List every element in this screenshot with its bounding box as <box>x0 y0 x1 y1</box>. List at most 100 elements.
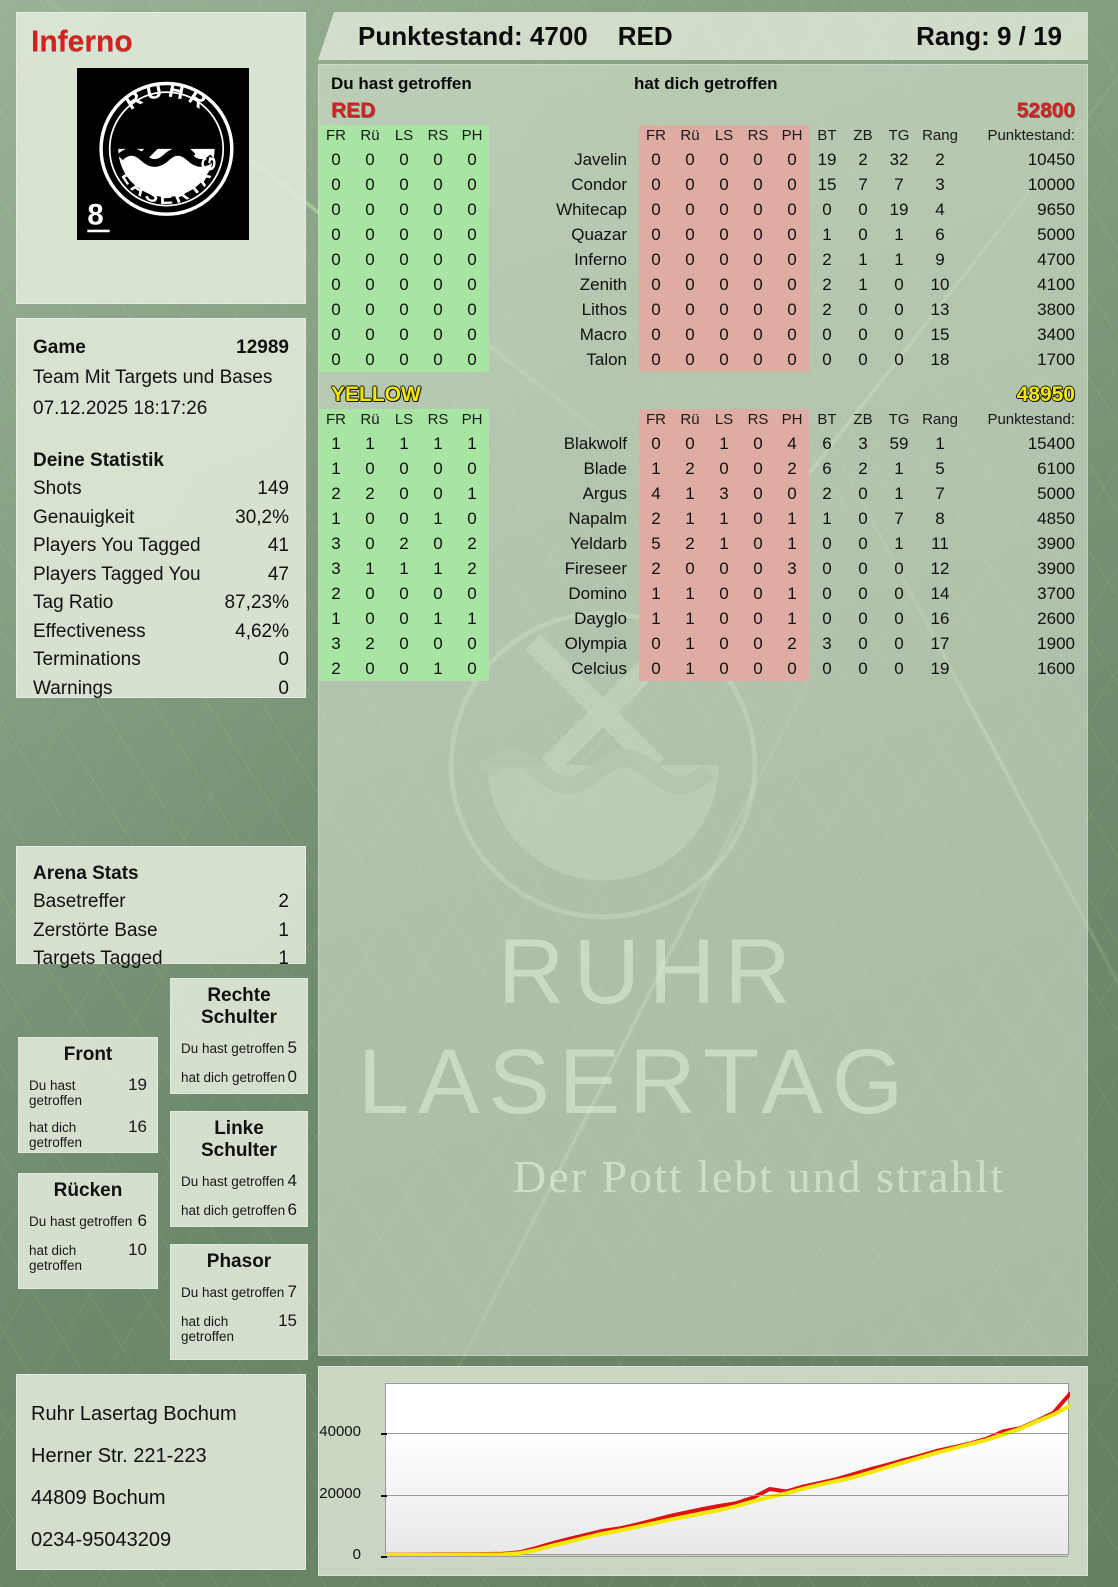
cell-player-name: Whitecap <box>556 199 627 219</box>
cell-got-tagged: 1 <box>639 581 673 607</box>
table-row[interactable]: 2 0 0 1 0 Celcius 0 1 0 0 0 0 0 0 19 1600 <box>319 656 1087 682</box>
cell-got-tagged: 0 <box>775 656 809 682</box>
cell-tagged: 0 <box>455 456 489 482</box>
cell-tg: 1 <box>894 483 904 503</box>
cell-tagged: 0 <box>353 147 387 172</box>
cell-got-tagged: 0 <box>741 297 775 322</box>
cell-tagged: 3 <box>319 631 353 657</box>
zone-stat-value: 5 <box>287 1038 297 1057</box>
cell-got-tagged: 1 <box>673 581 707 607</box>
table-row[interactable]: 0 0 0 0 0 Talon 0 0 0 0 0 0 0 0 18 1700 <box>319 347 1087 372</box>
col-header-tagged-LS: LS <box>387 409 421 432</box>
col-header-tagged-RS: RS <box>421 409 455 432</box>
arena-stat-row: Targets Tagged 1 <box>33 945 289 974</box>
cell-got-tagged: 0 <box>707 581 741 607</box>
cell-tagged: 0 <box>387 147 421 172</box>
arena-stat-value: 1 <box>278 948 289 969</box>
col-header-points: Punktestand: <box>987 127 1075 144</box>
table-row[interactable]: 0 0 0 0 0 Condor 0 0 0 0 0 15 7 7 3 10000 <box>319 172 1087 197</box>
cell-tagged: 3 <box>319 531 353 557</box>
cell-zb: 2 <box>858 458 868 478</box>
cell-tagged: 0 <box>455 222 489 247</box>
table-row[interactable]: 1 0 0 0 0 Blade 1 2 0 0 2 6 2 1 5 6100 <box>319 456 1087 482</box>
cell-got-tagged: 0 <box>707 347 741 372</box>
cell-points: 2600 <box>1037 608 1075 628</box>
cell-tagged: 0 <box>455 247 489 272</box>
cell-tagged: 0 <box>387 197 421 222</box>
table-row[interactable]: 0 0 0 0 0 Macro 0 0 0 0 0 0 0 0 15 3400 <box>319 322 1087 347</box>
table-row[interactable]: 0 0 0 0 0 Inferno 0 0 0 0 0 2 1 1 9 4700 <box>319 247 1087 272</box>
table-row[interactable]: 3 2 0 0 0 Olympia 0 1 0 0 2 3 0 0 17 1900 <box>319 631 1087 657</box>
cell-tagged: 0 <box>319 197 353 222</box>
cell-got-tagged: 0 <box>741 147 775 172</box>
cell-player-name: Olympia <box>564 633 627 653</box>
chart-gridline <box>386 1494 1068 1496</box>
cell-got-tagged: 0 <box>775 247 809 272</box>
table-row[interactable]: 2 2 0 0 1 Argus 4 1 3 0 0 2 0 1 7 5000 <box>319 481 1087 507</box>
cell-points: 3400 <box>1037 324 1075 344</box>
cell-got-tagged: 0 <box>707 297 741 322</box>
cell-zb: 2 <box>858 149 868 169</box>
ruhr-lasertag-logo-icon: RUHR LASERTAG 8 <box>77 68 249 240</box>
zone-stat-label: Du hast getroffen <box>181 1041 285 1056</box>
cell-got-tagged: 0 <box>707 172 741 197</box>
cell-got-tagged: 0 <box>741 456 775 482</box>
cell-got-tagged: 1 <box>639 456 673 482</box>
cell-got-tagged: 0 <box>741 272 775 297</box>
table-row[interactable]: 0 0 0 0 0 Zenith 0 0 0 0 0 2 1 0 10 4100 <box>319 272 1087 297</box>
cell-got-tagged: 1 <box>707 531 741 557</box>
cell-tagged: 0 <box>319 172 353 197</box>
stat-value: 0 <box>278 677 289 699</box>
cell-got-tagged: 0 <box>707 222 741 247</box>
cell-tagged: 2 <box>353 481 387 507</box>
cell-tagged: 0 <box>353 456 387 482</box>
cell-bt: 2 <box>822 249 832 269</box>
score-progression-chart-panel: 0 20000 40000 <box>318 1366 1088 1576</box>
table-row[interactable]: 0 0 0 0 0 Javelin 0 0 0 0 0 19 2 32 2 10450 <box>319 147 1087 172</box>
cell-tagged: 0 <box>421 247 455 272</box>
cell-got-tagged: 3 <box>707 481 741 507</box>
cell-got-tagged: 0 <box>775 322 809 347</box>
cell-zb: 7 <box>858 174 868 194</box>
table-row[interactable]: 0 0 0 0 0 Lithos 0 0 0 0 0 2 0 0 13 3800 <box>319 297 1087 322</box>
player-logo: RUHR LASERTAG 8 <box>77 68 249 240</box>
cell-got-tagged: 0 <box>707 631 741 657</box>
table-row[interactable]: 3 1 1 1 2 Fireseer 2 0 0 0 3 0 0 0 12 3900 <box>319 556 1087 582</box>
cell-got-tagged: 0 <box>741 431 775 457</box>
table-row[interactable]: 1 1 1 1 1 Blakwolf 0 0 1 0 4 6 3 59 1 15400 <box>319 431 1087 457</box>
cell-tagged: 2 <box>319 656 353 682</box>
cell-bt: 3 <box>822 633 832 653</box>
table-row[interactable]: 1 0 0 1 0 Napalm 2 1 1 0 1 1 0 7 8 4850 <box>319 506 1087 532</box>
scoreboard-panel: Du hast getroffen hat dich getroffen RED… <box>318 64 1088 1356</box>
cell-bt: 0 <box>822 324 832 344</box>
cell-got-tagged: 1 <box>673 606 707 632</box>
stat-row: Genauigkeit 30,2% <box>33 504 289 533</box>
zone-stat-row: hat dich getroffen 16 <box>29 1117 147 1150</box>
stat-row: Warnings 0 <box>33 675 289 704</box>
cell-bt: 0 <box>822 608 832 628</box>
cell-tagged: 0 <box>421 172 455 197</box>
cell-tagged: 0 <box>319 222 353 247</box>
table-row[interactable]: 2 0 0 0 0 Domino 1 1 0 0 1 0 0 0 14 3700 <box>319 581 1087 607</box>
cell-points: 9650 <box>1037 199 1075 219</box>
table-row[interactable]: 3 0 2 0 2 Yeldarb 5 2 1 0 1 0 0 1 11 3900 <box>319 531 1087 557</box>
cell-tagged: 0 <box>387 222 421 247</box>
zone-stat-label: hat dich getroffen <box>181 1203 286 1218</box>
cell-tagged: 0 <box>421 197 455 222</box>
game-info-header: Game 12989 <box>33 333 289 362</box>
cell-zb: 3 <box>858 433 868 453</box>
col-header-bt: BT <box>817 127 837 144</box>
arena-stats-panel: Arena Stats Basetreffer 2 Zerstörte Base 1 T… <box>16 846 306 969</box>
zone-title: Front <box>63 1044 113 1065</box>
cell-rang: 3 <box>935 174 945 194</box>
stat-label: Genauigkeit <box>33 506 135 528</box>
cell-player-name: Celcius <box>571 658 627 678</box>
cell-tagged: 0 <box>353 506 387 532</box>
table-row[interactable]: 1 0 0 1 1 Dayglo 1 1 0 0 1 0 0 0 16 2600 <box>319 606 1087 632</box>
cell-rang: 14 <box>930 583 950 603</box>
cell-tagged: 1 <box>319 506 353 532</box>
cell-got-tagged: 0 <box>639 322 673 347</box>
cell-points: 3700 <box>1037 583 1075 603</box>
table-row[interactable]: 0 0 0 0 0 Quazar 0 0 0 0 0 1 0 1 6 5000 <box>319 222 1087 247</box>
table-row[interactable]: 0 0 0 0 0 Whitecap 0 0 0 0 0 0 0 19 4 9650 <box>319 197 1087 222</box>
